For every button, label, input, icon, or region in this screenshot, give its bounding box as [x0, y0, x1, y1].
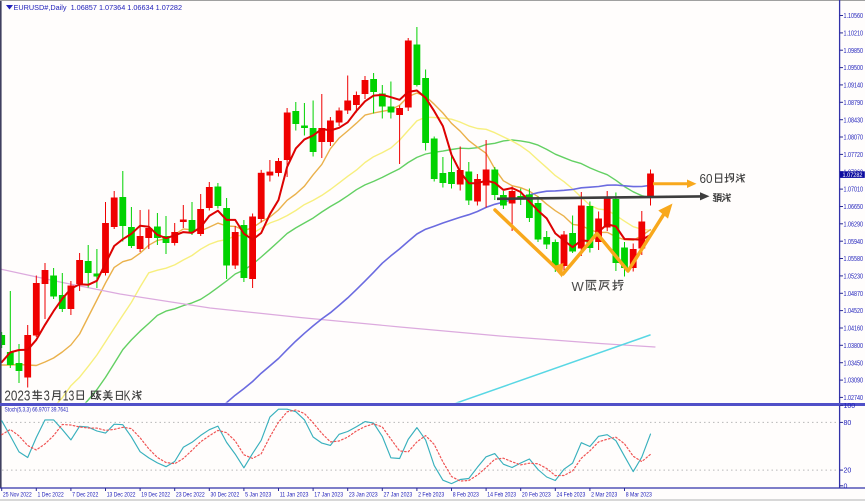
svg-text:1.10210: 1.10210	[844, 30, 864, 37]
svg-text:1.06650: 1.06650	[844, 204, 864, 211]
svg-text:25 Nov 2022: 25 Nov 2022	[3, 491, 32, 498]
svg-text:8 Mar 2023: 8 Mar 2023	[626, 491, 652, 498]
svg-text:1.08790: 1.08790	[844, 100, 864, 107]
svg-text:1.03800: 1.03800	[844, 343, 864, 350]
svg-text:1.09500: 1.09500	[844, 65, 864, 72]
svg-text:80: 80	[844, 420, 852, 427]
svg-text:1.07720: 1.07720	[844, 152, 864, 159]
svg-text:3: 3	[44, 387, 50, 404]
svg-text:1.04160: 1.04160	[844, 326, 864, 333]
svg-text:1.06290: 1.06290	[844, 221, 864, 228]
svg-text:2023: 2023	[4, 387, 30, 404]
svg-text:1.07282: 1.07282	[843, 172, 863, 179]
svg-text:W: W	[572, 279, 585, 294]
svg-text:2 Mar 2023: 2 Mar 2023	[591, 491, 617, 498]
svg-text:1.05580: 1.05580	[844, 256, 864, 263]
svg-text:13 Dec 2022: 13 Dec 2022	[107, 491, 136, 498]
svg-text:24 Feb 2023: 24 Feb 2023	[557, 491, 586, 498]
svg-text:Stoch(5,3,3) 66.9707 39.7641: Stoch(5,3,3) 66.9707 39.7641	[5, 407, 69, 414]
svg-text:7 Dec 2022: 7 Dec 2022	[72, 491, 98, 498]
svg-text:8 Feb 2023: 8 Feb 2023	[453, 491, 479, 498]
svg-text:30 Dec 2022: 30 Dec 2022	[211, 491, 240, 498]
svg-text:0: 0	[844, 483, 848, 490]
svg-text:1.09140: 1.09140	[844, 83, 864, 90]
svg-text:100: 100	[844, 403, 856, 410]
svg-text:EURUSD#,Daily 1.06857 1.07364: EURUSD#,Daily 1.06857 1.07364 1.06634 1.…	[14, 3, 183, 12]
svg-text:17 Jan 2023: 17 Jan 2023	[314, 491, 343, 498]
svg-text:K: K	[124, 387, 131, 404]
svg-text:1.08070: 1.08070	[844, 135, 864, 142]
svg-text:14 Feb 2023: 14 Feb 2023	[487, 491, 516, 498]
svg-text:1.02740: 1.02740	[844, 395, 864, 402]
svg-text:60: 60	[700, 171, 713, 186]
svg-text:1 Dec 2022: 1 Dec 2022	[38, 491, 64, 498]
svg-text:1.05940: 1.05940	[844, 239, 864, 246]
svg-text:1.03450: 1.03450	[844, 360, 864, 367]
svg-text:20: 20	[844, 468, 852, 475]
svg-text:27 Jan 2023: 27 Jan 2023	[384, 491, 413, 498]
svg-text:1.04520: 1.04520	[844, 308, 864, 315]
svg-text:1.04870: 1.04870	[844, 291, 864, 298]
svg-text:5 Jan 2023: 5 Jan 2023	[245, 491, 271, 498]
svg-text:20 Feb 2023: 20 Feb 2023	[522, 491, 551, 498]
svg-text:1.10560: 1.10560	[844, 13, 864, 20]
svg-text:23 Jan 2023: 23 Jan 2023	[349, 491, 378, 498]
svg-text:13: 13	[63, 387, 75, 404]
svg-text:1.07010: 1.07010	[844, 187, 864, 194]
svg-text:1.05230: 1.05230	[844, 274, 864, 281]
svg-text:1.08430: 1.08430	[844, 117, 864, 124]
svg-text:2 Feb 2023: 2 Feb 2023	[418, 491, 444, 498]
svg-text:1.09850: 1.09850	[844, 48, 864, 55]
svg-text:19 Dec 2022: 19 Dec 2022	[141, 491, 170, 498]
svg-text:11 Jan 2023: 11 Jan 2023	[280, 491, 309, 498]
svg-text:1.03090: 1.03090	[844, 378, 864, 385]
svg-text:23 Dec 2022: 23 Dec 2022	[176, 491, 205, 498]
